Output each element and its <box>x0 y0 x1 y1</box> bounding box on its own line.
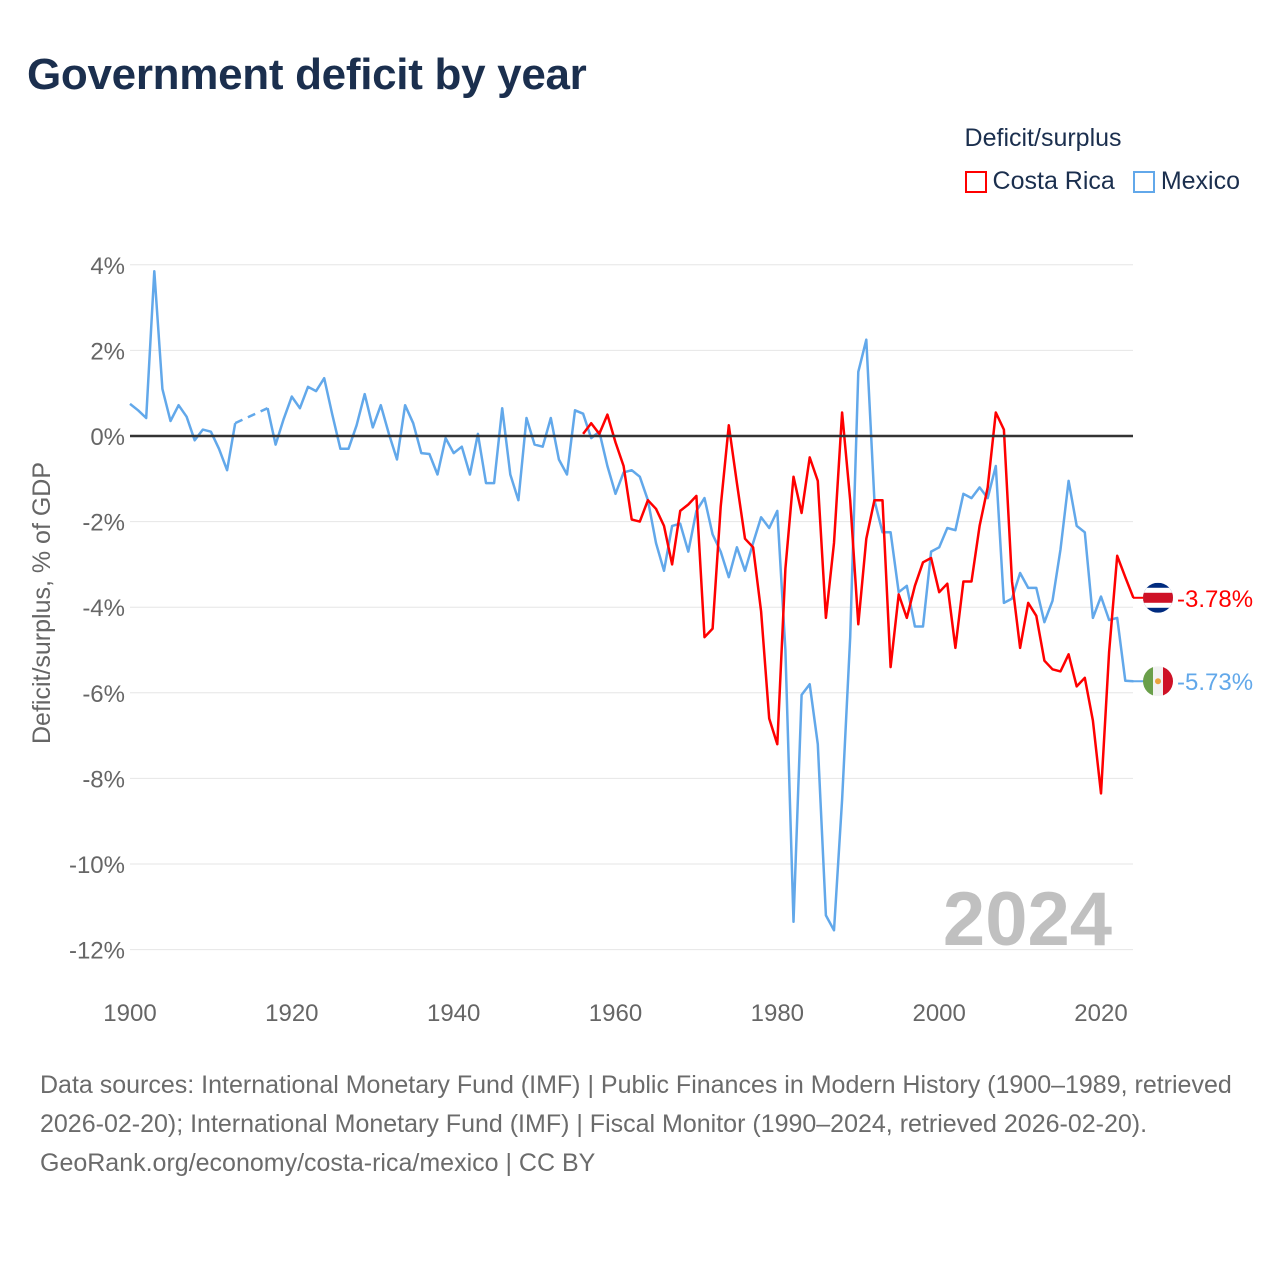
legend-swatch-costa-rica <box>964 170 987 193</box>
y-tick-label: 4% <box>90 253 125 280</box>
y-tick-label: -8% <box>82 766 125 793</box>
flag-stripe <box>1143 666 1153 697</box>
y-tick-label: -2% <box>82 510 125 537</box>
x-tick-label: 1900 <box>103 1000 156 1027</box>
legend-title: Deficit/surplus <box>964 124 1122 152</box>
flag-costa-rica-icon <box>1143 582 1173 613</box>
x-tick-label: 1920 <box>265 1000 318 1027</box>
line-chart: 4%2%0%-2%-4%-6%-8%-10%-12% 1900 1920 1940 1… <box>28 253 1253 1027</box>
x-tick-label: 1980 <box>751 1000 804 1027</box>
series-line-costa-rica <box>582 411 1135 795</box>
x-tick-label: 1960 <box>589 1000 642 1027</box>
legend-item-costa-rica[interactable]: Costa Rica <box>964 167 1115 196</box>
current-year-watermark: 2024 <box>943 877 1112 962</box>
legend: Deficit/surplus Costa Rica Mexico <box>964 124 1240 196</box>
y-axis-label: Deficit/surplus, % of GDP <box>28 462 56 744</box>
flag-stripe <box>1143 592 1173 603</box>
y-axis-ticks: 4% 2% 0% -2% -4% -6% -8% -10% -12% <box>69 253 125 965</box>
footer: Data sources: International Monetary Fun… <box>40 1066 1240 1183</box>
series-gap-mexico <box>234 407 269 425</box>
flag-emblem <box>1155 678 1161 685</box>
x-axis-ticks: 1900 1920 1940 1960 1980 2000 2020 <box>103 1000 1127 1027</box>
legend-swatch-mexico <box>1132 170 1155 193</box>
flag-stripe <box>1163 666 1173 697</box>
legend-item-mexico[interactable]: Mexico <box>1132 167 1240 196</box>
y-tick-label: -6% <box>82 681 125 708</box>
legend-label: Costa Rica <box>992 167 1115 195</box>
end-label-mexico: -5.73% <box>1177 669 1253 696</box>
series-line-mexico <box>129 269 1134 932</box>
y-tick-label: 2% <box>90 338 125 365</box>
legend-label: Mexico <box>1160 167 1240 195</box>
x-tick-label: 2000 <box>912 1000 965 1027</box>
chart-title: Government deficit by year <box>27 50 587 99</box>
x-tick-label: 1940 <box>427 1000 480 1027</box>
gridlines <box>130 264 1133 951</box>
y-tick-label: 0% <box>90 424 125 451</box>
flag-body <box>1143 666 1173 697</box>
flag-mexico-icon <box>1143 666 1173 697</box>
series-lines <box>129 269 1135 932</box>
flag-body <box>1143 582 1173 613</box>
y-tick-label: -4% <box>82 595 125 622</box>
x-tick-label: 2020 <box>1074 1000 1127 1027</box>
y-tick-label: -10% <box>69 852 125 879</box>
end-labels: -3.78% -5.73% <box>1133 582 1253 697</box>
credit-link[interactable]: GeoRank.org/economy/costa-rica/mexico | … <box>40 1149 596 1177</box>
data-sources: Data sources: International Monetary Fun… <box>40 1071 1232 1138</box>
end-label-costa-rica: -3.78% <box>1177 586 1253 613</box>
y-tick-label: -12% <box>69 938 125 965</box>
